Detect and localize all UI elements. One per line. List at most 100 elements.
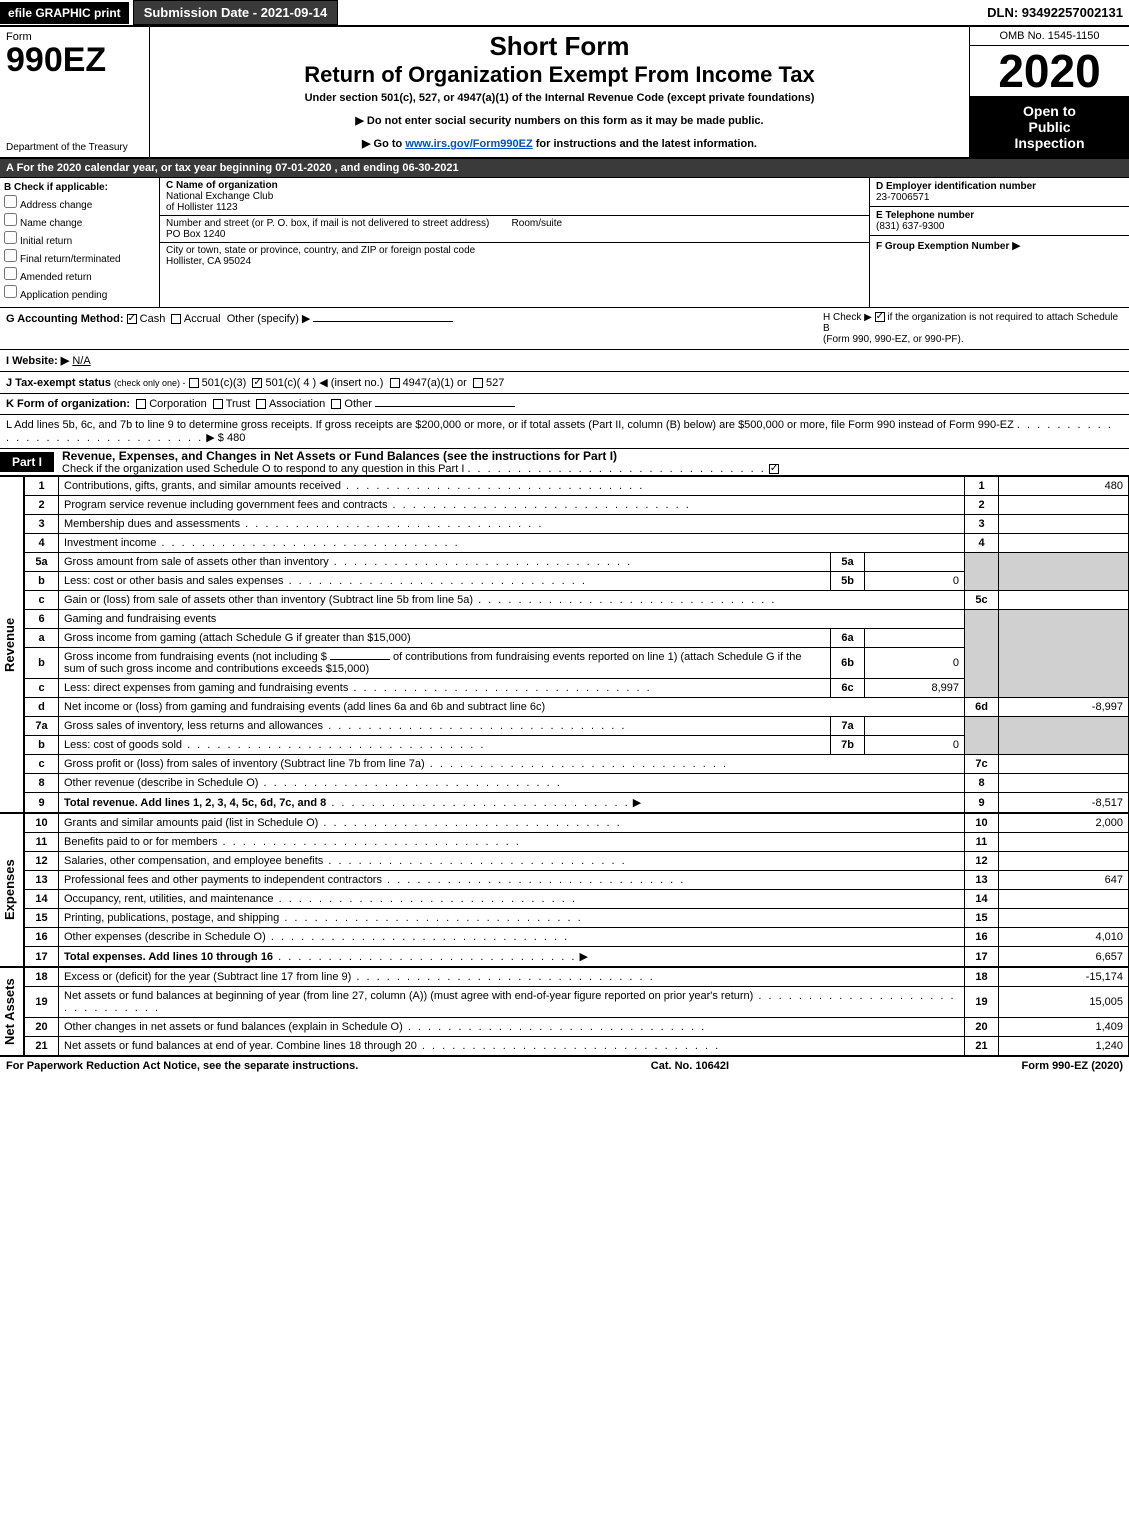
line-16: 16Other expenses (describe in Schedule O… <box>25 928 1129 947</box>
omb-number: OMB No. 1545-1150 <box>970 27 1129 46</box>
section-b: B Check if applicable: Address change Na… <box>0 178 160 307</box>
section-l: L Add lines 5b, 6c, and 7b to line 9 to … <box>0 415 1129 449</box>
subtitle: Under section 501(c), 527, or 4947(a)(1)… <box>156 92 963 104</box>
top-bar: efile GRAPHIC print Submission Date - 20… <box>0 0 1129 27</box>
note-link: ▶ Go to www.irs.gov/Form990EZ for instru… <box>156 137 963 150</box>
header-right: OMB No. 1545-1150 2020 Open to Public In… <box>969 27 1129 157</box>
line-10: 10Grants and similar amounts paid (list … <box>25 814 1129 833</box>
section-i: I Website: ▶ N/A <box>0 350 1129 372</box>
checkbox-527[interactable] <box>473 378 483 388</box>
k-other-field[interactable] <box>375 406 515 407</box>
line-3: 3Membership dues and assessments3 <box>25 515 1129 534</box>
netassets-side-label: Net Assets <box>0 967 24 1056</box>
tax-year: 2020 <box>970 46 1129 97</box>
j-label: J Tax-exempt status <box>6 377 111 389</box>
l-text: L Add lines 5b, 6c, and 7b to line 9 to … <box>6 419 1014 431</box>
line-6c: cLess: direct expenses from gaming and f… <box>25 679 1129 698</box>
checkbox-h[interactable] <box>875 312 885 322</box>
g-other-field[interactable] <box>313 321 453 322</box>
section-k: K Form of organization: Corporation Trus… <box>0 394 1129 415</box>
checkbox-accrual[interactable] <box>171 314 181 324</box>
k-label: K Form of organization: <box>6 398 130 410</box>
line-6: 6Gaming and fundraising events <box>25 610 1129 629</box>
org-name-2: of Hollister 1123 <box>166 202 238 213</box>
info-row: B Check if applicable: Address change Na… <box>0 178 1129 308</box>
org-name: National Exchange Club <box>166 191 273 202</box>
line-5b: bLess: cost or other basis and sales exp… <box>25 572 1129 591</box>
line-1: 1Contributions, gifts, grants, and simil… <box>25 477 1129 496</box>
arrow-icon: ▶ <box>580 951 588 963</box>
l-amount: $ 480 <box>218 432 246 444</box>
line-14: 14Occupancy, rent, utilities, and mainte… <box>25 890 1129 909</box>
city-value: Hollister, CA 95024 <box>166 256 251 267</box>
section-c: C Name of organization National Exchange… <box>160 178 869 307</box>
city-label: City or town, state or province, country… <box>166 245 475 256</box>
arrow-icon: ▶ <box>633 797 641 809</box>
netassets-block: Net Assets 18Excess or (deficit) for the… <box>0 967 1129 1056</box>
line-6d: dNet income or (loss) from gaming and fu… <box>25 698 1129 717</box>
section-gh: G Accounting Method: Cash Accrual Other … <box>0 308 1129 350</box>
line-2: 2Program service revenue including gover… <box>25 496 1129 515</box>
line-11: 11Benefits paid to or for members11 <box>25 833 1129 852</box>
line-6b: bGross income from fundraising events (n… <box>25 648 1129 679</box>
note-ssn: ▶ Do not enter social security numbers o… <box>156 114 963 127</box>
revenue-side-label: Revenue <box>0 476 24 813</box>
line-15: 15Printing, publications, postage, and s… <box>25 909 1129 928</box>
e-label: E Telephone number <box>876 210 974 221</box>
line-7a: 7aGross sales of inventory, less returns… <box>25 717 1129 736</box>
header-left: Form 990EZ Department of the Treasury <box>0 27 150 157</box>
h-text3: (Form 990, 990-EZ, or 990-PF). <box>823 334 964 345</box>
title-return: Return of Organization Exempt From Incom… <box>156 62 963 88</box>
street-label: Number and street (or P. O. box, if mail… <box>166 218 489 229</box>
part1-check-note: Check if the organization used Schedule … <box>62 463 464 475</box>
checkbox-4947[interactable] <box>390 378 400 388</box>
checkbox-schedule-o[interactable] <box>769 464 779 474</box>
line-7c: cGross profit or (loss) from sales of in… <box>25 755 1129 774</box>
website-value: N/A <box>72 355 90 367</box>
i-label: I Website: ▶ <box>6 355 69 367</box>
expenses-side-label: Expenses <box>0 813 24 967</box>
submission-date: Submission Date - 2021-09-14 <box>133 0 339 25</box>
form-header: Form 990EZ Department of the Treasury Sh… <box>0 27 1129 159</box>
revenue-block: Revenue 1Contributions, gifts, grants, a… <box>0 476 1129 813</box>
checkbox-501c3[interactable] <box>189 378 199 388</box>
g-label: G Accounting Method: <box>6 313 124 325</box>
checkbox-final-return[interactable]: Final return/terminated <box>4 249 155 265</box>
expenses-block: Expenses 10Grants and similar amounts pa… <box>0 813 1129 967</box>
room-label: Room/suite <box>512 218 563 229</box>
section-j: J Tax-exempt status (check only one) - 5… <box>0 372 1129 394</box>
checkbox-trust[interactable] <box>213 399 223 409</box>
efile-print-button[interactable]: efile GRAPHIC print <box>0 2 129 24</box>
checkbox-application-pending[interactable]: Application pending <box>4 285 155 301</box>
c-name-label: C Name of organization <box>166 180 278 191</box>
footer-right: Form 990-EZ (2020) <box>1022 1060 1124 1072</box>
header-center: Short Form Return of Organization Exempt… <box>150 27 969 157</box>
checkbox-501c[interactable] <box>252 378 262 388</box>
checkbox-amended-return[interactable]: Amended return <box>4 267 155 283</box>
part1-tab: Part I <box>0 452 54 472</box>
j-note: (check only one) - <box>114 378 186 388</box>
checkbox-initial-return[interactable]: Initial return <box>4 231 155 247</box>
netassets-table: 18Excess or (deficit) for the year (Subt… <box>24 967 1129 1056</box>
line-18: 18Excess or (deficit) for the year (Subt… <box>25 968 1129 987</box>
line-13: 13Professional fees and other payments t… <box>25 871 1129 890</box>
f-label: F Group Exemption Number <box>876 241 1009 252</box>
line-20: 20Other changes in net assets or fund ba… <box>25 1018 1129 1037</box>
g-other: Other (specify) ▶ <box>227 313 311 325</box>
checkbox-assoc[interactable] <box>256 399 266 409</box>
title-short-form: Short Form <box>156 31 963 62</box>
checkbox-address-change[interactable]: Address change <box>4 195 155 211</box>
line-19: 19Net assets or fund balances at beginni… <box>25 987 1129 1018</box>
checkbox-other-org[interactable] <box>331 399 341 409</box>
l-arrow-icon: ▶ <box>206 432 214 444</box>
period-bar: A For the 2020 calendar year, or tax yea… <box>0 159 1129 178</box>
line-17: 17Total expenses. Add lines 10 through 1… <box>25 947 1129 967</box>
revenue-table: 1Contributions, gifts, grants, and simil… <box>24 476 1129 813</box>
part1-header: Part I Revenue, Expenses, and Changes in… <box>0 449 1129 476</box>
line-12: 12Salaries, other compensation, and empl… <box>25 852 1129 871</box>
checkbox-name-change[interactable]: Name change <box>4 213 155 229</box>
irs-link[interactable]: www.irs.gov/Form990EZ <box>405 138 532 150</box>
checkbox-cash[interactable] <box>127 314 137 324</box>
line-4: 4Investment income4 <box>25 534 1129 553</box>
checkbox-corp[interactable] <box>136 399 146 409</box>
